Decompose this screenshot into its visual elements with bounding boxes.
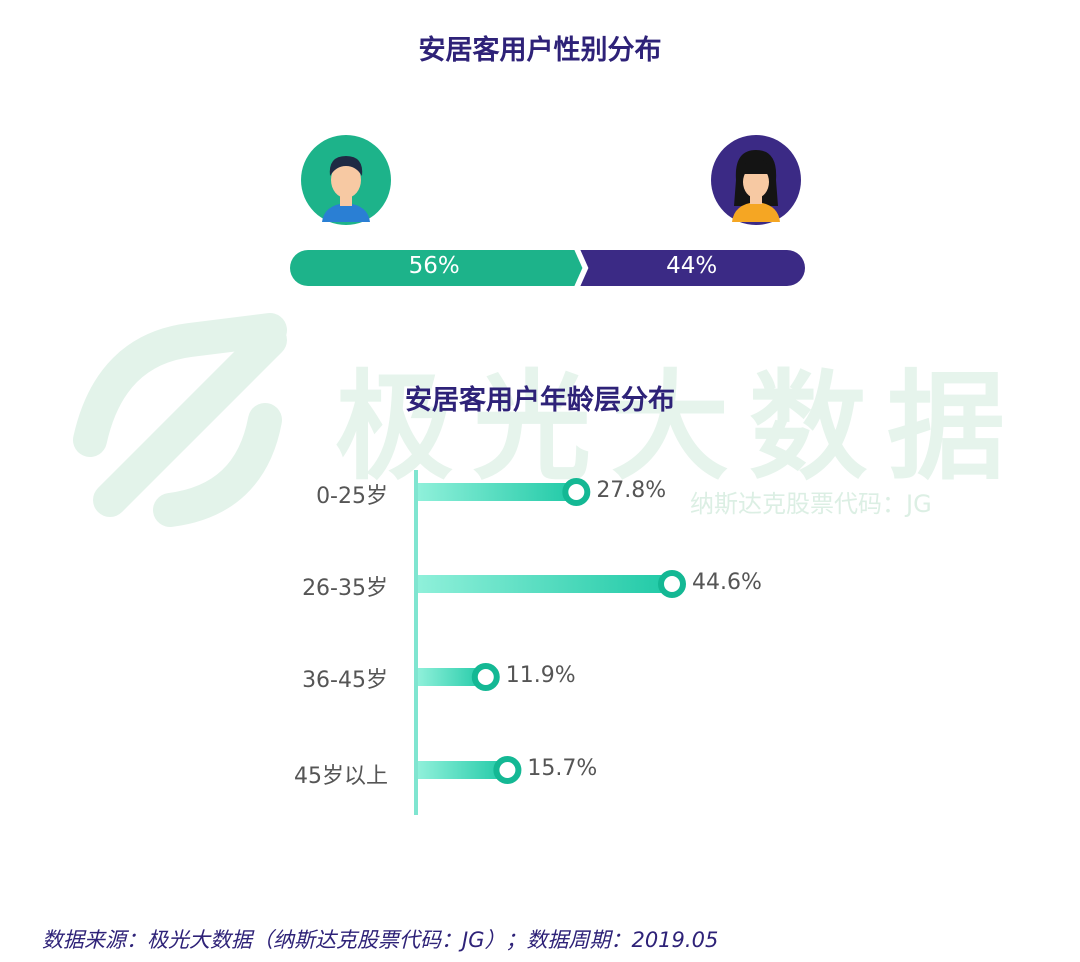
watermark-logo-text: 极光大数据 [335,358,1025,496]
age-bar-end-marker [493,756,522,784]
age-chart-title: 安居客用户年龄层分布 [405,385,675,416]
age-bar-end-marker [658,570,686,598]
female-avatar-icon [711,135,801,225]
gender-chart [290,135,805,286]
age-bar-1 [418,575,672,593]
age-bar-3 [418,761,508,779]
male-share-bar [290,250,583,286]
age-value-label: 15.7% [527,756,598,781]
age-category-label: 0-25岁 [316,484,388,509]
male-share-label: 56% [408,253,460,279]
age-value-label: 11.9% [505,663,576,688]
gender-chart-title: 安居客用户性别分布 [418,35,662,66]
watermark-subtitle: 纳斯达克股票代码：JG [690,490,932,518]
age-bar-2 [418,668,486,686]
source-note: 数据来源：极光大数据（纳斯达克股票代码：JG）；数据周期：2019.05 [42,928,719,952]
male-avatar-icon [301,135,391,225]
female-share-label: 44% [666,253,718,279]
age-value-label: 44.6% [692,570,762,595]
age-bar-0 [418,483,577,501]
age-bar-end-marker [471,663,500,691]
female-share-bar [580,250,805,286]
age-bar-end-marker [562,478,591,506]
age-category-label: 26-35岁 [302,576,388,601]
age-category-label: 36-45岁 [302,668,388,693]
age-value-label: 27.8% [596,478,667,503]
age-category-label: 45岁以上 [294,764,388,789]
watermark-logo-icon [73,313,287,527]
